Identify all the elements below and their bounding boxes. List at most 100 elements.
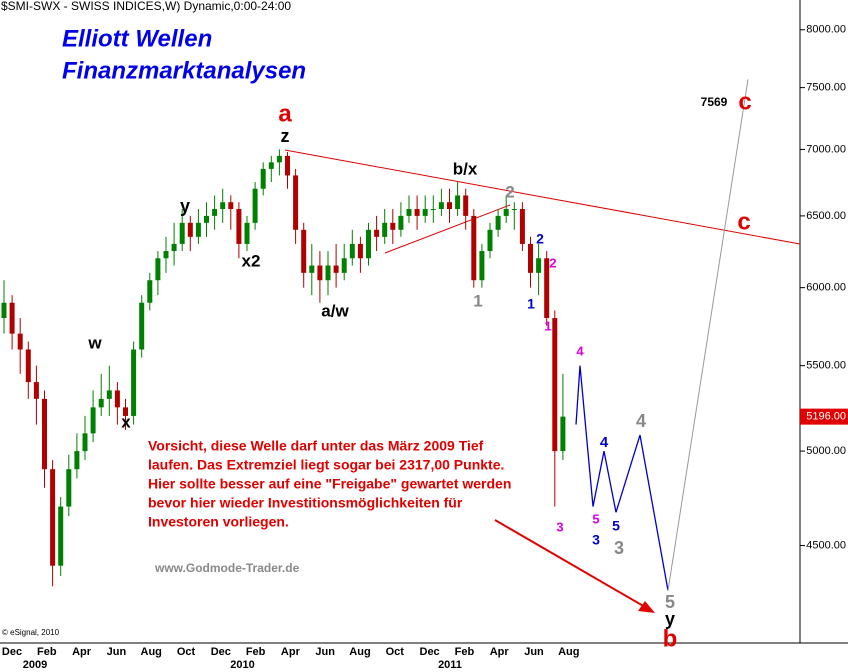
candle-body [123,407,128,416]
candle-body [333,265,339,273]
candle-body [341,258,347,273]
candle-body [25,349,31,383]
x-tick-label: Apr [490,646,510,658]
candle-body [244,222,250,244]
y-tick-label: 7000.00 [806,143,846,155]
y-tick-label: 4500.00 [806,539,846,551]
wave-label: 3 [614,538,624,558]
candle-body [195,222,201,237]
wave-label: w [87,333,102,352]
candle-body [293,175,299,230]
trend-line [384,204,511,254]
wave-label: 3 [592,532,600,548]
candle-body [171,243,177,252]
candle-body [471,215,477,281]
candle-body [422,209,428,216]
candle-body [276,155,282,163]
trend-line [284,149,801,245]
y-tick-label: 8000.00 [806,24,846,36]
candle-body [438,202,444,210]
candle-body [33,382,39,399]
x-tick-label: Feb [455,646,475,658]
candle-body [74,451,80,470]
last-price-box [800,408,848,425]
arrow-line [494,519,653,612]
x-tick-label: Jun [524,646,544,658]
candle-body [398,215,404,230]
x-tick-label: Dec [211,646,231,658]
wave-label: 2 [549,255,556,270]
wave-label: z [281,126,290,146]
x-tick-label: Oct [386,646,405,658]
wave-label: y [665,609,675,629]
candle-body [260,168,266,189]
note-line: Investoren vorliegen. [148,514,289,530]
wave-label: 1 [527,296,535,312]
wave-label: 1 [544,318,551,333]
note-line: Hier sollte besser auf eine "Freigabe" g… [148,476,511,492]
arrow-head [638,601,655,613]
candle-body [301,229,307,273]
candle-body [179,222,185,244]
candle-body [155,258,161,281]
wave-label: 5 [592,511,599,526]
wave-label: x [121,412,131,431]
candle-body [228,202,234,210]
candle-body [17,333,23,350]
candle-body [511,209,517,211]
candle-body [220,202,226,210]
wave-label: 5 [612,518,620,534]
candle-body [430,209,436,211]
wave-label: 4 [636,411,646,431]
candle-body [528,243,533,273]
wave-label: x2 [242,251,261,270]
candle-body [390,222,396,230]
candle-body [374,229,380,237]
y-tick-label: 6000.00 [806,282,846,294]
candle-body [349,243,355,259]
wave-label: b/x [453,159,478,178]
wave-label: 2 [536,231,544,247]
wave-label: 2 [505,182,514,201]
candle-body [106,390,112,399]
note-line: Vorsicht, diese Welle darf unter das Mär… [148,438,484,454]
candle-body [285,155,290,176]
candle-body [82,433,88,452]
candle-body [1,302,7,319]
wave-label: 3 [556,519,563,534]
candle-body [252,188,258,223]
candle-body [325,265,331,281]
x-tick-label: Apr [72,646,92,658]
candle-body [406,209,412,216]
x-tick-label: Dec [420,646,440,658]
candle-body [114,390,120,408]
x-tick-label: Aug [558,646,579,658]
wave-label: b [663,625,678,652]
title-line: Elliott Wellen [62,25,212,52]
candle-body [98,398,104,408]
header: $SMI-SWX - SWISS INDICES,W) Dynamic,0:00… [1,0,291,13]
candle-body [139,302,145,350]
candle-body [204,215,209,223]
candle-body [414,209,420,216]
x-tick-label: Dec [2,646,22,658]
candle-body [479,251,485,281]
candle-body [42,398,47,470]
wave-label: c [738,88,751,115]
candle-body [212,209,218,216]
wave-label: c [737,208,750,235]
candle-body [90,407,96,434]
candle-body [50,469,56,566]
x-tick-label: Feb [37,646,57,658]
wave-label: 5 [665,592,675,612]
candle-body [503,209,509,216]
candle-body [463,195,469,216]
last-price-label: 5196.00 [806,411,846,423]
candle-body [495,215,501,230]
x-tick-label: Apr [281,646,301,658]
candle-body [58,506,64,566]
candle-body [455,195,461,210]
wave-label: a [278,100,292,127]
candle-body [447,202,452,210]
wave-label: y [180,196,190,216]
